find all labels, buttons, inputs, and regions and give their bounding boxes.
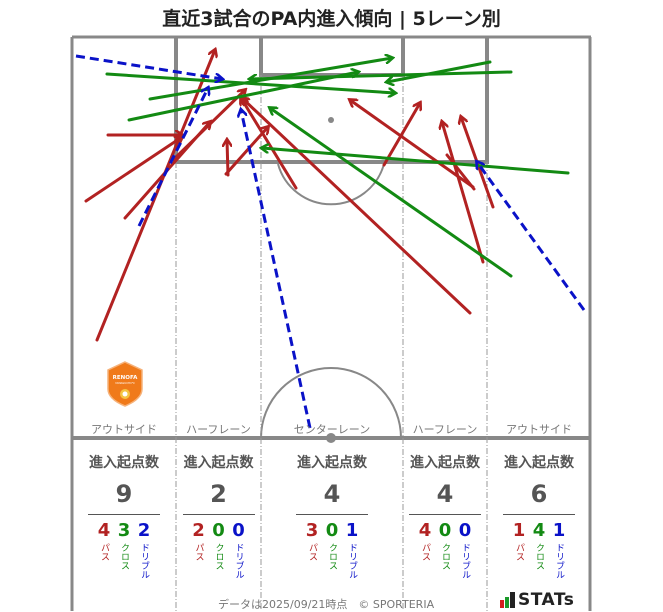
dribble-count: 1 <box>552 520 566 541</box>
stats-logo: STATs <box>500 590 574 610</box>
lane-dividers <box>175 75 488 611</box>
cross-label: クロス <box>213 543 224 570</box>
stat-header: 進入起点数 <box>183 455 254 471</box>
stat-total: 4 <box>436 480 454 508</box>
dribble-arrows <box>75 54 586 429</box>
dribble-label: ドリブル <box>139 543 149 579</box>
cross-label: クロス <box>440 543 450 570</box>
dribble-count: 0 <box>458 520 472 541</box>
team-crest-icon: RENOFA YAMAGUCHI FC <box>107 361 143 407</box>
stat-total: 9 <box>115 480 133 508</box>
stat-breakdown: 2 パス 0 クロス 0 ドリブル <box>176 520 261 580</box>
pass-label: パス <box>514 543 524 561</box>
stat-total: 4 <box>323 480 341 508</box>
cross-label: クロス <box>534 543 544 570</box>
pass-count: 1 <box>512 520 526 541</box>
cross-label: クロス <box>119 543 129 570</box>
cross-count: 4 <box>532 520 546 541</box>
stat-total: 2 <box>210 480 227 508</box>
stat-header: 進入起点数 <box>89 455 159 471</box>
divider <box>296 514 368 515</box>
pass-count: 3 <box>305 520 319 541</box>
lane-stats-halfspace-right: 進入起点数 4 4 パス 0 クロス 0 ドリブル <box>403 452 487 579</box>
pass-count: 2 <box>192 520 205 541</box>
lane-stats-outside-right: 進入起点数 6 1 パス 4 クロス 1 ドリブル <box>487 452 591 579</box>
lane-label-halfspace-right: ハーフレーン <box>412 423 478 436</box>
page-title: 直近3試合のPA内進入傾向 | 5レーン別 <box>162 8 501 30</box>
svg-text:YAMAGUCHI FC: YAMAGUCHI FC <box>115 381 135 385</box>
stat-total: 6 <box>530 480 548 508</box>
divider <box>503 514 575 515</box>
lane-stats-center: 進入起点数 4 3 パス 0 クロス 1 ドリブル <box>261 452 403 579</box>
stat-breakdown: 4 パス 0 クロス 0 ドリブル <box>403 520 487 580</box>
stats-logo-text: STATs <box>518 590 575 610</box>
stats-bars-icon <box>500 592 515 608</box>
cross-count: 0 <box>212 520 225 541</box>
pass-label: パス <box>99 543 109 561</box>
stat-header: 進入起点数 <box>504 455 574 471</box>
stat-header: 進入起点数 <box>297 455 367 471</box>
pass-count: 4 <box>418 520 432 541</box>
dribble-label: ドリブル <box>554 543 564 579</box>
pass-label: パス <box>420 543 430 561</box>
pass-count: 4 <box>97 520 111 541</box>
cross-arrows <box>105 58 570 278</box>
dribble-label: ドリブル <box>347 543 357 579</box>
stat-header: 進入起点数 <box>410 455 480 471</box>
pass-label: パス <box>193 543 204 561</box>
stat-breakdown: 3 パス 0 クロス 1 ドリブル <box>261 520 403 580</box>
lane-label-outside-right: アウトサイド <box>506 423 572 436</box>
lane-label-center: センターレーン <box>293 423 371 436</box>
pass-arrows <box>84 50 495 342</box>
lane-label-outside-left: アウトサイド <box>91 423 157 436</box>
dribble-count: 2 <box>137 520 151 541</box>
lane-stats-halfspace-left: 進入起点数 2 2 パス 0 クロス 0 ドリブル <box>176 452 261 579</box>
dribble-label: ドリブル <box>460 543 470 579</box>
pass-label: パス <box>307 543 317 561</box>
dribble-label: ドリブル <box>233 543 244 579</box>
divider <box>182 514 255 515</box>
cross-count: 3 <box>117 520 131 541</box>
svg-text:RENOFA: RENOFA <box>113 375 138 381</box>
lane-label-halfspace-left: ハーフレーン <box>186 423 251 436</box>
stat-breakdown: 4 パス 3 クロス 2 ドリブル <box>72 520 176 580</box>
divider <box>409 514 481 515</box>
lane-stats-outside-left: 進入起点数 9 4 パス 3 クロス 2 ドリブル <box>72 452 176 579</box>
divider <box>88 514 160 515</box>
cross-count: 0 <box>438 520 452 541</box>
dribble-count: 0 <box>232 520 245 541</box>
dribble-count: 1 <box>345 520 359 541</box>
cross-label: クロス <box>327 543 337 570</box>
stat-breakdown: 1 パス 4 クロス 1 ドリブル <box>487 520 591 580</box>
cross-count: 0 <box>325 520 339 541</box>
data-note: データは2025/09/21時点 © SPORTERIA <box>218 598 435 611</box>
